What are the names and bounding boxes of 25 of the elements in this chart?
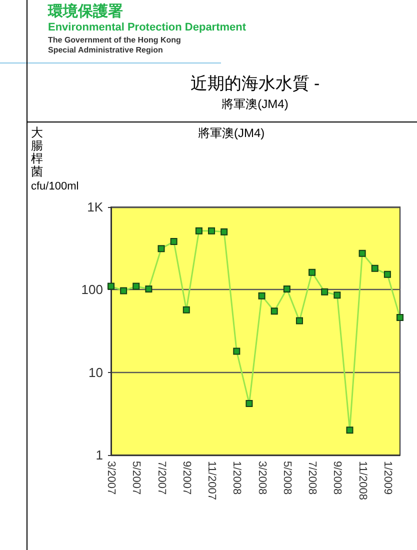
y-tick-label: 100 [81,282,103,298]
y-axis-title: 大腸桿菌 [31,126,43,178]
text: Special Administrative Region [48,46,163,54]
text: The Government of the Hong Kong [48,36,181,44]
x-tick-label: 9/2008 [331,461,344,495]
text: Environmental Protection Department [48,22,246,34]
y-tick-label: 1K [87,200,104,214]
y-tick-label: 1 [96,448,103,462]
chart-title: 近期的海水水質 - [190,74,320,93]
x-tick-label: 7/2008 [306,461,318,495]
chart-subtitle: 將軍澳(JM4) [222,97,288,111]
x-tick-label: 5/2008 [280,461,293,495]
y-tick-label: 10 [88,364,103,380]
x-tick-label: 1/2009 [381,461,394,495]
x-tick-label: 1/2008 [230,461,243,495]
x-tick-label: 11/2007 [206,461,218,500]
x-tick-label: 7/2007 [155,461,168,495]
x-tick-label: 3/2008 [256,461,268,495]
x-tick-label: 11/2008 [356,461,368,500]
text: cfu/100ml [31,180,79,192]
x-tick-label: 3/2007 [105,461,117,495]
x-tick-label: 9/2007 [180,461,192,495]
x-tick-label: 5/2007 [130,461,142,495]
text: 環境保護署 [47,2,123,20]
text: 將軍澳(JM4) [198,126,265,140]
